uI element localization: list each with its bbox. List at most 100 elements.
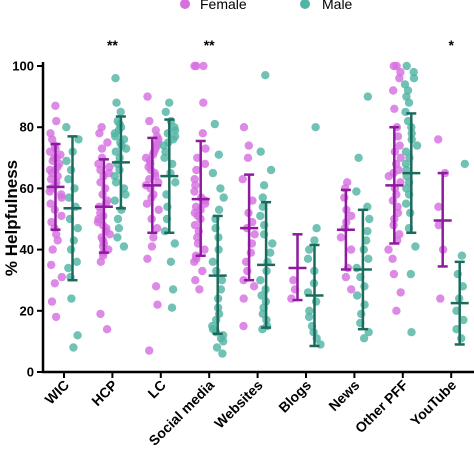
female-data-point: [393, 208, 403, 218]
error-bars: [46, 112, 469, 348]
male-data-point: [112, 98, 121, 107]
female-data-point: [389, 86, 398, 95]
y-tick-label: 20: [20, 303, 34, 318]
female-data-point: [195, 285, 204, 294]
male-data-point: [311, 123, 320, 132]
female-data-point: [190, 175, 199, 184]
female-data-point: [384, 245, 393, 254]
male-data-point: [218, 349, 227, 358]
male-data-point: [160, 227, 170, 236]
male-data-point: [402, 61, 411, 71]
male-data-point: [268, 239, 277, 248]
male-data-point: [217, 276, 227, 285]
male-data-point: [457, 251, 467, 260]
male-data-point: [167, 303, 177, 312]
male-data-point: [219, 337, 228, 346]
female-data-point: [341, 272, 351, 282]
female-data-point: [152, 224, 162, 233]
data-points: [45, 61, 469, 358]
male-data-point: [360, 282, 369, 291]
significance-annotations: ** ** *: [107, 37, 455, 53]
significance-marker: **: [204, 37, 215, 53]
male-data-point: [365, 214, 374, 224]
female-data-point: [97, 144, 107, 153]
male-data-point: [303, 254, 313, 263]
x-category-label: HCP: [88, 377, 120, 409]
male-data-point: [69, 343, 78, 352]
female-data-point: [389, 61, 398, 71]
male-data-point: [111, 147, 121, 156]
female-data-point: [190, 257, 199, 266]
male-data-point: [214, 150, 223, 159]
female-data-point: [336, 233, 346, 242]
male-data-point: [412, 141, 422, 150]
female-data-point: [143, 92, 152, 101]
male-data-point: [401, 107, 410, 117]
male-data-point: [409, 74, 419, 83]
male-data-point: [364, 254, 373, 263]
female-data-point: [46, 199, 55, 208]
female-data-point: [347, 211, 356, 221]
legend-marker-female: [180, 0, 190, 9]
y-axis-title: % Helpfulness: [2, 160, 21, 276]
female-data-point: [388, 254, 397, 263]
male-data-point: [266, 165, 276, 175]
male-data-point: [170, 239, 179, 248]
y-tick-label: 60: [20, 181, 34, 196]
legend-label-female: Female: [200, 0, 247, 12]
female-data-point: [340, 193, 349, 202]
male-data-point: [113, 233, 122, 242]
female-data-point: [395, 74, 404, 83]
female-data-point: [51, 312, 61, 322]
male-data-point: [311, 297, 321, 306]
male-data-point: [111, 74, 120, 83]
x-category-label: Blogs: [275, 377, 314, 416]
female-data-point: [191, 276, 200, 285]
male-data-point: [219, 193, 228, 202]
male-data-point: [257, 291, 266, 300]
female-data-point: [151, 282, 161, 291]
x-category-label: WIC: [42, 377, 73, 408]
male-data-point: [256, 276, 265, 285]
male-data-point: [261, 71, 270, 80]
female-data-point: [201, 199, 210, 208]
male-data-point: [411, 242, 420, 251]
male-data-point: [73, 331, 82, 340]
x-category-label: YouTube: [407, 377, 459, 429]
male-data-point: [256, 147, 265, 156]
female-data-point: [199, 98, 208, 107]
male-data-point: [352, 187, 361, 196]
x-category-label: News: [325, 377, 362, 414]
male-data-point: [62, 156, 71, 166]
female-data-point: [346, 245, 356, 254]
female-data-point: [434, 135, 443, 144]
male-data-point: [66, 165, 76, 175]
female-data-point: [95, 129, 104, 138]
female-data-point: [105, 162, 114, 172]
male-data-point: [110, 196, 120, 205]
male-data-point: [457, 334, 466, 343]
female-data-point: [47, 260, 56, 270]
female-data-point: [50, 279, 59, 288]
female-data-point: [57, 193, 66, 202]
female-data-point: [198, 129, 207, 138]
male-data-point: [258, 193, 267, 202]
male-data-point: [216, 184, 225, 193]
female-data-point: [436, 294, 445, 303]
female-data-point: [239, 276, 248, 285]
female-data-point: [434, 202, 443, 211]
female-data-point: [48, 245, 57, 254]
significance-marker: **: [107, 37, 118, 53]
male-data-point: [312, 224, 321, 233]
female-data-point: [145, 346, 154, 355]
female-data-point: [142, 199, 152, 208]
female-data-point: [154, 205, 163, 214]
male-data-point: [64, 193, 74, 202]
male-data-point: [305, 306, 314, 315]
male-data-point: [401, 199, 411, 208]
male-data-point: [363, 92, 372, 101]
male-data-point: [166, 257, 176, 266]
female-data-point: [57, 211, 66, 221]
male-data-point: [354, 153, 363, 162]
